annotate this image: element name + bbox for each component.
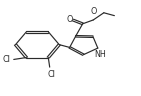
Text: O: O — [67, 15, 73, 24]
Text: Cl: Cl — [48, 70, 56, 79]
Text: Cl: Cl — [3, 55, 11, 64]
Text: NH: NH — [94, 50, 106, 60]
Text: O: O — [91, 7, 97, 16]
